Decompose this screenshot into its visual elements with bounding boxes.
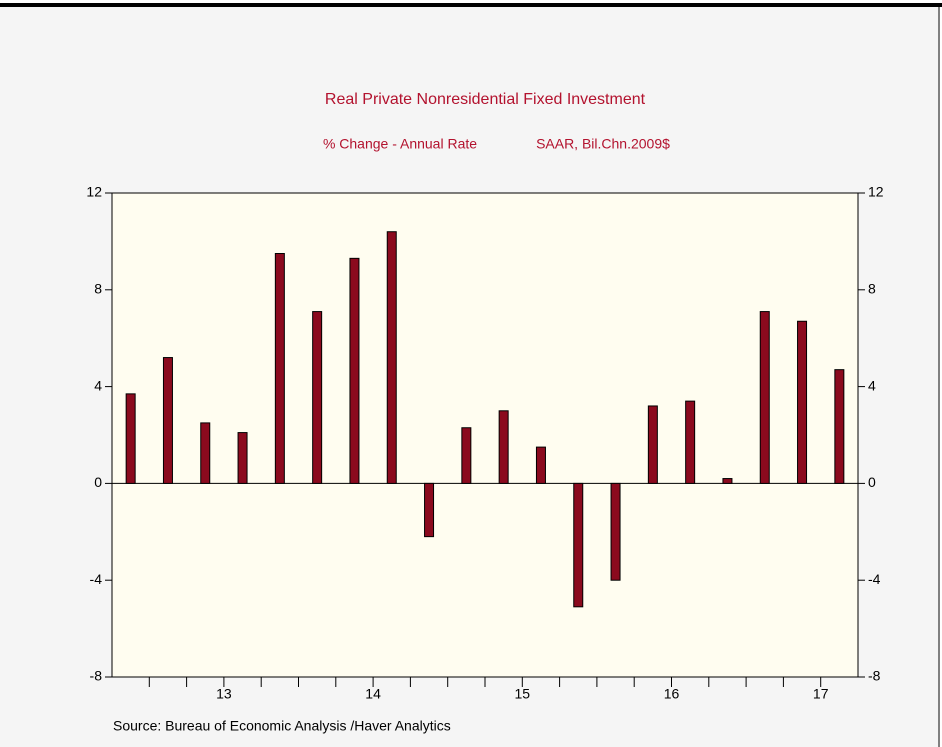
top-rule [0, 3, 942, 7]
y-tick-label: 0 [94, 474, 102, 490]
x-tick-label: 14 [365, 686, 381, 702]
bar [424, 482, 435, 538]
bar [797, 320, 808, 484]
y2-tick-label: 0 [868, 474, 876, 490]
subtitle: % Change - Annual Rate [323, 136, 477, 152]
y2-tick-label: 8 [868, 281, 876, 297]
bar [125, 393, 136, 484]
bar [647, 405, 658, 484]
y-tick-label: 4 [94, 377, 102, 393]
x-tick-label: 17 [813, 686, 829, 702]
y2-tick-label: -4 [868, 571, 881, 587]
bar [834, 369, 845, 484]
y-tick-label: -4 [90, 571, 103, 587]
y2-tick-label: 4 [868, 377, 876, 393]
bar [610, 482, 621, 581]
source: Source: Bureau of Economic Analysis /Hav… [113, 718, 451, 734]
y-tick-label: 8 [94, 281, 102, 297]
x-tick-label: 13 [216, 686, 232, 702]
bar [349, 257, 360, 484]
plot-area [111, 192, 859, 678]
x-tick-label: 15 [515, 686, 531, 702]
chart-title: Real Private Nonresidential Fixed Invest… [325, 91, 646, 108]
bar [312, 311, 323, 484]
bar [162, 357, 173, 484]
y-tick-label: -8 [90, 668, 103, 684]
bar [237, 432, 248, 484]
bar [461, 427, 472, 484]
bar [685, 400, 696, 484]
bar [573, 482, 584, 608]
bar [498, 410, 509, 484]
y2-tick-label: 12 [868, 184, 884, 200]
x-tick-label: 16 [664, 686, 680, 702]
bar [535, 446, 546, 484]
y2-tick-label: -8 [868, 668, 881, 684]
subtitle: SAAR, Bil.Chn.2009$ [536, 136, 670, 152]
bar [200, 422, 211, 484]
bar [386, 231, 397, 484]
y-tick-label: 12 [86, 184, 102, 200]
bar [274, 253, 285, 484]
bar [759, 311, 770, 484]
bar [722, 478, 733, 484]
